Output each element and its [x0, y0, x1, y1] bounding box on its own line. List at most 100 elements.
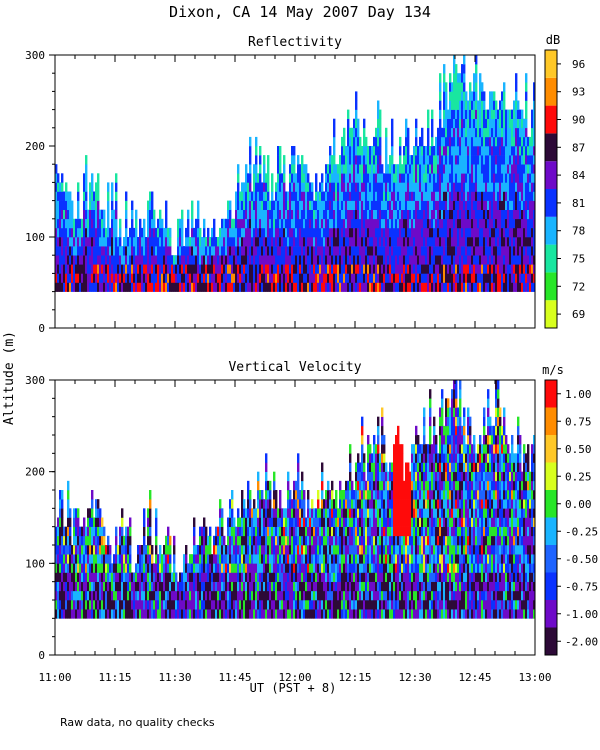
echo-cell — [109, 246, 112, 256]
echo-cell — [525, 109, 528, 119]
echo-cell — [143, 237, 146, 247]
echo-cell — [481, 227, 484, 238]
echo-cell — [309, 182, 312, 192]
echo-cell — [59, 282, 62, 292]
echo-cell — [389, 200, 392, 210]
echo-cell — [489, 255, 492, 265]
echo-cell — [259, 535, 262, 546]
echo-cell — [367, 218, 370, 229]
echo-cell — [501, 255, 504, 265]
echo-cell — [475, 246, 478, 256]
echo-cell — [267, 535, 270, 546]
echo-cell — [371, 164, 374, 174]
echo-cell — [447, 173, 450, 183]
echo-cell — [303, 218, 306, 229]
echo-cell — [87, 209, 90, 220]
echo-cell — [173, 572, 176, 582]
echo-cell — [111, 237, 114, 247]
echo-cell — [503, 246, 506, 256]
echo-cell — [239, 255, 242, 265]
echo-cell — [77, 246, 80, 256]
echo-cell — [145, 264, 148, 274]
echo-cell — [149, 600, 152, 610]
echo-cell — [323, 273, 326, 283]
echo-cell — [327, 182, 330, 192]
echo-cell — [307, 282, 310, 292]
echo-cell — [351, 218, 354, 229]
echo-cell — [203, 255, 206, 265]
echo-cell — [523, 282, 526, 292]
echo-cell — [415, 182, 418, 192]
echo-cell — [325, 273, 328, 283]
echo-cell — [179, 218, 182, 229]
echo-cell — [203, 517, 206, 527]
echo-cell — [467, 146, 470, 156]
echo-cell — [213, 572, 216, 582]
echo-cell — [307, 209, 310, 220]
echo-cell — [509, 146, 512, 156]
echo-cell — [283, 164, 286, 174]
echo-cell — [209, 246, 212, 256]
echo-cell — [365, 155, 368, 165]
echo-cell — [281, 209, 284, 220]
echo-cell — [293, 164, 296, 174]
echo-cell — [147, 218, 150, 229]
echo-cell — [415, 209, 418, 220]
echo-cell — [405, 227, 408, 238]
echo-cell — [409, 164, 412, 174]
echo-cell — [309, 200, 312, 210]
echo-cell — [375, 136, 378, 147]
echo-cell — [429, 182, 432, 192]
echo-cell — [73, 227, 76, 238]
echo-cell — [423, 173, 426, 183]
echo-cell — [503, 273, 506, 283]
echo-cell — [213, 273, 216, 283]
echo-cell — [415, 155, 418, 165]
echo-cell — [323, 563, 326, 573]
echo-cell — [201, 609, 204, 619]
echo-cell — [513, 200, 516, 210]
echo-cell — [253, 246, 256, 256]
echo-cell — [427, 146, 430, 156]
echo-cell — [431, 200, 434, 210]
echo-cell — [235, 246, 238, 256]
echo-cell — [395, 273, 398, 283]
echo-cell — [121, 609, 124, 619]
echo-cell — [55, 609, 58, 619]
echo-cell — [499, 109, 502, 119]
echo-cell — [407, 218, 410, 229]
echo-cell — [367, 237, 370, 247]
echo-cell — [331, 264, 334, 274]
echo-cell — [239, 554, 242, 564]
echo-cell — [83, 255, 86, 265]
echo-cell — [159, 554, 162, 564]
echo-cell — [365, 255, 368, 265]
echo-cell — [475, 255, 478, 265]
echo-cell — [91, 173, 94, 183]
echo-cell — [395, 164, 398, 174]
echo-cell — [367, 155, 370, 165]
echo-cell — [333, 273, 336, 283]
echo-cell — [301, 273, 304, 283]
echo-cell — [293, 600, 296, 610]
echo-cell — [501, 246, 504, 256]
echo-cell — [507, 164, 510, 174]
echo-cell — [299, 590, 302, 601]
echo-cell — [507, 273, 510, 283]
echo-cell — [305, 227, 308, 238]
echo-cell — [241, 264, 244, 274]
echo-cell — [101, 237, 104, 247]
echo-cell — [55, 600, 58, 610]
echo-cell — [109, 227, 112, 238]
echo-cell — [513, 209, 516, 220]
echo-cell — [59, 600, 62, 610]
echo-cell — [333, 173, 336, 183]
echo-cell — [523, 191, 526, 201]
echo-cell — [417, 282, 420, 292]
echo-cell — [261, 609, 264, 619]
echo-cell — [229, 563, 232, 573]
echo-cell — [89, 237, 92, 247]
echo-cell — [81, 554, 84, 564]
echo-cell — [223, 264, 226, 274]
echo-cell — [73, 218, 76, 229]
